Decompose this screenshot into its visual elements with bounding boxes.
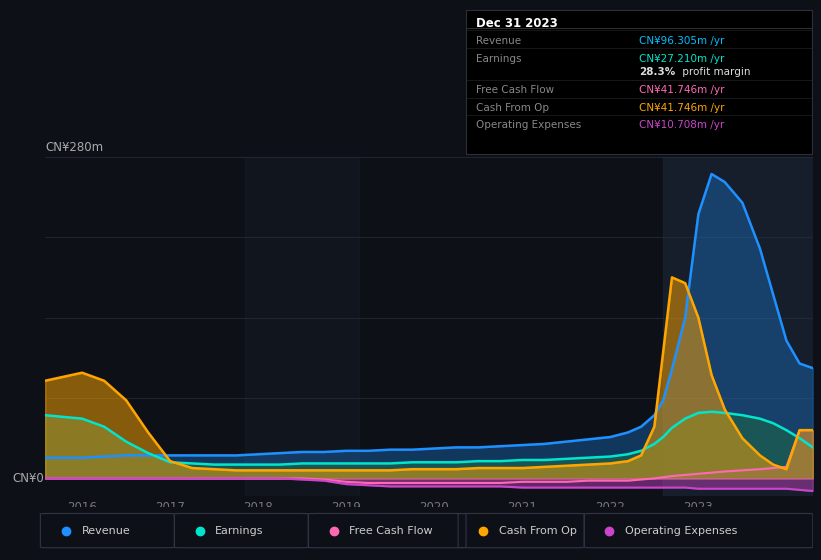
Text: CN¥0: CN¥0: [12, 472, 44, 485]
Text: Earnings: Earnings: [476, 54, 521, 64]
Text: Dec 31 2023: Dec 31 2023: [476, 17, 557, 30]
Text: CN¥41.746m /yr: CN¥41.746m /yr: [639, 102, 724, 113]
Bar: [245, 157, 360, 496]
Text: CN¥280m: CN¥280m: [45, 141, 103, 154]
Text: Cash From Op: Cash From Op: [499, 526, 577, 535]
Text: Free Cash Flow: Free Cash Flow: [350, 526, 433, 535]
Text: Earnings: Earnings: [215, 526, 264, 535]
Text: CN¥96.305m /yr: CN¥96.305m /yr: [639, 35, 724, 45]
Text: Operating Expenses: Operating Expenses: [476, 120, 581, 130]
Text: Cash From Op: Cash From Op: [476, 102, 549, 113]
Text: profit margin: profit margin: [679, 67, 750, 77]
Text: Revenue: Revenue: [476, 35, 521, 45]
Text: Revenue: Revenue: [81, 526, 130, 535]
Text: CN¥41.746m /yr: CN¥41.746m /yr: [639, 85, 724, 95]
Text: CN¥10.708m /yr: CN¥10.708m /yr: [639, 120, 724, 130]
Text: CN¥27.210m /yr: CN¥27.210m /yr: [639, 54, 724, 64]
Bar: [663, 157, 813, 496]
Text: Operating Expenses: Operating Expenses: [626, 526, 737, 535]
Text: 28.3%: 28.3%: [639, 67, 675, 77]
Text: Free Cash Flow: Free Cash Flow: [476, 85, 554, 95]
